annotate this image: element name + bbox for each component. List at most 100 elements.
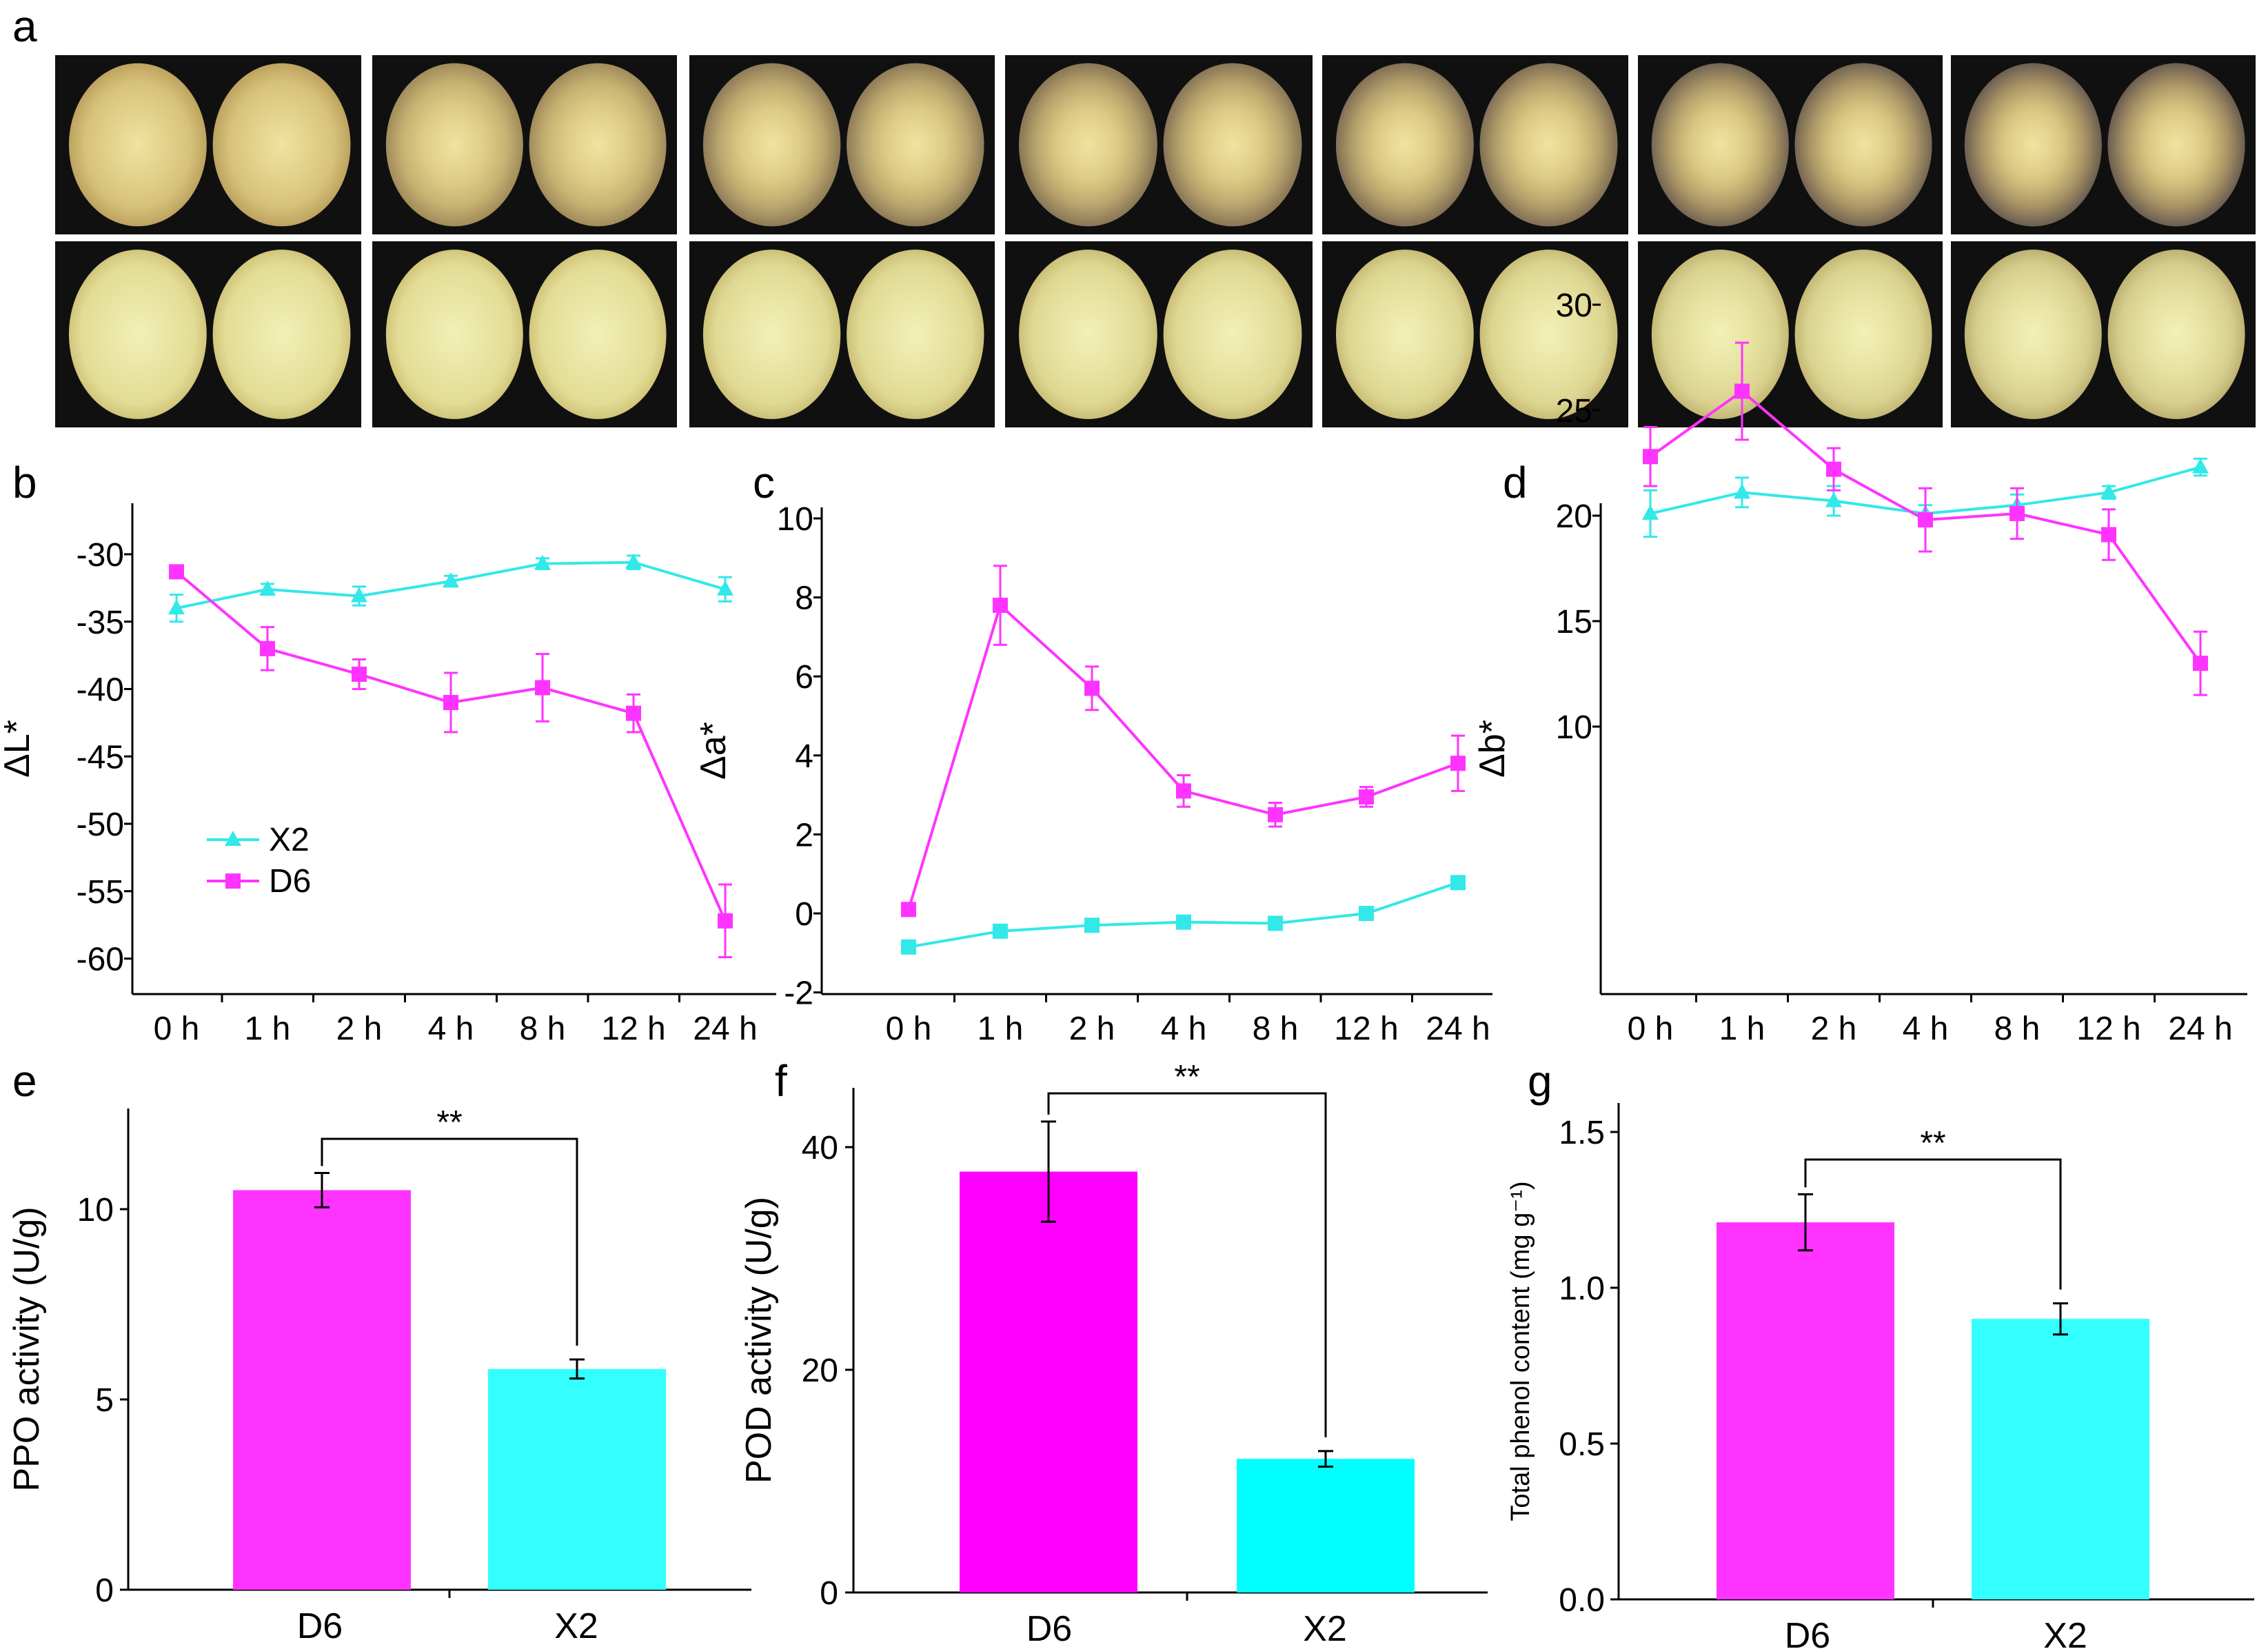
bracket-line xyxy=(1804,1158,2062,1290)
tuber-browning xyxy=(1335,250,1474,419)
data-point-X2 xyxy=(625,553,642,569)
y-tick-label: 25 xyxy=(1556,393,1592,429)
tuber-browning xyxy=(1651,63,1789,227)
data-point-X2 xyxy=(259,580,276,596)
data-point-D6 xyxy=(993,598,1008,614)
tuber-photo-cell xyxy=(1005,241,1313,427)
data-point-D6 xyxy=(901,902,916,918)
x-tick-label: 0 h xyxy=(886,1011,932,1047)
tuber-photo-cell xyxy=(372,55,677,234)
chart-delta-a: -2 0 2 4 6 8 10 0 h 1 h 2 h 4 h 8 h 12 h 24 h Δa* xyxy=(693,501,1492,1047)
bar-D6 xyxy=(233,1190,411,1590)
y-tick-label: 1.0 xyxy=(1559,1271,1605,1307)
data-point-D6 xyxy=(1268,807,1283,822)
chart-total-phenol: 0.0 0.5 1.0 1.5 Total phenol content (mg g⁻¹… xyxy=(1506,1103,2254,1649)
data-point-D6 xyxy=(535,680,550,696)
tuber-photo-cell xyxy=(1638,55,1943,234)
y-axis-title: ΔL* xyxy=(0,720,37,778)
panel-label-e: e xyxy=(12,1056,37,1106)
x-tick-label: 24 h xyxy=(2168,1011,2232,1047)
y-tick-label: 20 xyxy=(1556,498,1592,535)
y-tick-label: 0 xyxy=(95,1572,114,1609)
chart-pod-activity: 0 20 40 POD activity (U/g) D6 X2 ** xyxy=(739,1059,1488,1649)
data-point-D6 xyxy=(2101,527,2116,543)
panel-label-g: g xyxy=(1528,1056,1552,1106)
x-tick-label: 8 h xyxy=(1994,1011,2041,1047)
data-point-X2 xyxy=(1642,504,1659,520)
data-point-D6 xyxy=(2193,656,2208,671)
tuber-browning xyxy=(702,63,841,227)
x-tick-label: 8 h xyxy=(1253,1011,1299,1047)
y-tick-label: -35 xyxy=(77,605,124,641)
x-tick-label: 4 h xyxy=(428,1011,474,1047)
data-point-X2 xyxy=(717,580,733,596)
tuber-browning xyxy=(702,250,841,419)
y-tick-label: 8 xyxy=(795,580,813,617)
tuber-browning xyxy=(1651,250,1789,419)
tuber-browning xyxy=(2107,63,2245,227)
data-point-X2 xyxy=(351,587,367,603)
chart-delta-L: -30 -35 -40 -45 -50 -55 -60 0 h 1 h 2 h 4 h 8 h 12 h… xyxy=(0,503,776,1047)
y-tick-label: 10 xyxy=(777,501,813,538)
panel-label-c: c xyxy=(753,458,775,507)
x-tick-label: 4 h xyxy=(1161,1011,1207,1047)
data-point-X2 xyxy=(1825,492,1842,507)
tuber-photo-cell xyxy=(1322,241,1628,427)
y-tick-label: -30 xyxy=(77,537,124,574)
tuber-browning xyxy=(1163,63,1302,227)
tuber-browning xyxy=(1964,63,2102,227)
y-tick-label: 5 xyxy=(95,1382,114,1419)
x-tick-label: 12 h xyxy=(1334,1011,1398,1047)
tuber-slice xyxy=(385,250,523,419)
tuber-photo-cell xyxy=(55,241,361,427)
y-tick-label: 4 xyxy=(795,738,813,775)
bar-X2 xyxy=(488,1368,666,1590)
tuber-browning xyxy=(212,63,351,227)
data-point-X2 xyxy=(1268,915,1283,931)
y-tick-label: -40 xyxy=(77,672,124,709)
tuber-photo-cell xyxy=(1322,55,1628,234)
y-axis-title: PPO activity (U/g) xyxy=(7,1206,47,1491)
data-point-X2 xyxy=(2192,458,2209,474)
significance-bracket: ** xyxy=(1804,1125,2062,1290)
legend-marker xyxy=(225,831,241,846)
x-tick-label: 1 h xyxy=(978,1011,1024,1047)
data-point-D6 xyxy=(352,666,367,682)
tuber-browning xyxy=(1479,250,1618,419)
y-tick-label: 15 xyxy=(1556,604,1592,640)
data-point-D6 xyxy=(1826,461,1841,477)
x-tick-label: 4 h xyxy=(1903,1011,1949,1047)
tuber-photo-cell xyxy=(1951,241,2256,427)
tuber-photo-cell xyxy=(1005,55,1313,234)
x-tick-label: 8 h xyxy=(520,1011,566,1047)
tuber-browning xyxy=(1019,250,1157,419)
y-tick-label: -55 xyxy=(77,874,124,911)
significance-label: ** xyxy=(436,1104,462,1141)
tuber-browning xyxy=(1794,63,1932,227)
bar-D6 xyxy=(960,1171,1137,1592)
panel-label-f: f xyxy=(775,1056,787,1106)
x-tick-label: 2 h xyxy=(1811,1011,1857,1047)
y-tick-label: 10 xyxy=(1556,709,1592,746)
data-point-X2 xyxy=(168,599,185,615)
data-point-D6 xyxy=(1918,512,1933,528)
data-point-D6 xyxy=(718,913,733,929)
y-tick-label: 40 xyxy=(802,1130,838,1166)
tuber-browning xyxy=(1335,63,1474,227)
tuber-browning xyxy=(1019,63,1157,227)
data-point-D6 xyxy=(2009,505,2025,521)
data-point-D6 xyxy=(1359,789,1374,805)
x-tick-label: 2 h xyxy=(1069,1011,1115,1047)
y-tick-label: 20 xyxy=(802,1353,838,1389)
y-tick-label: 10 xyxy=(77,1192,114,1228)
x-category-label: D6 xyxy=(297,1606,343,1646)
tuber-browning xyxy=(1163,250,1302,419)
y-tick-label: 6 xyxy=(795,659,813,696)
x-tick-label: 12 h xyxy=(2076,1011,2140,1047)
tuber-slice xyxy=(212,250,351,419)
tuber-browning xyxy=(385,63,523,227)
chart-ppo-activity: 0 5 10 PPO activity (U/g) D6 X2 ** xyxy=(7,1104,751,1646)
tuber-browning xyxy=(847,250,984,419)
y-tick-label: 0 xyxy=(795,896,813,933)
